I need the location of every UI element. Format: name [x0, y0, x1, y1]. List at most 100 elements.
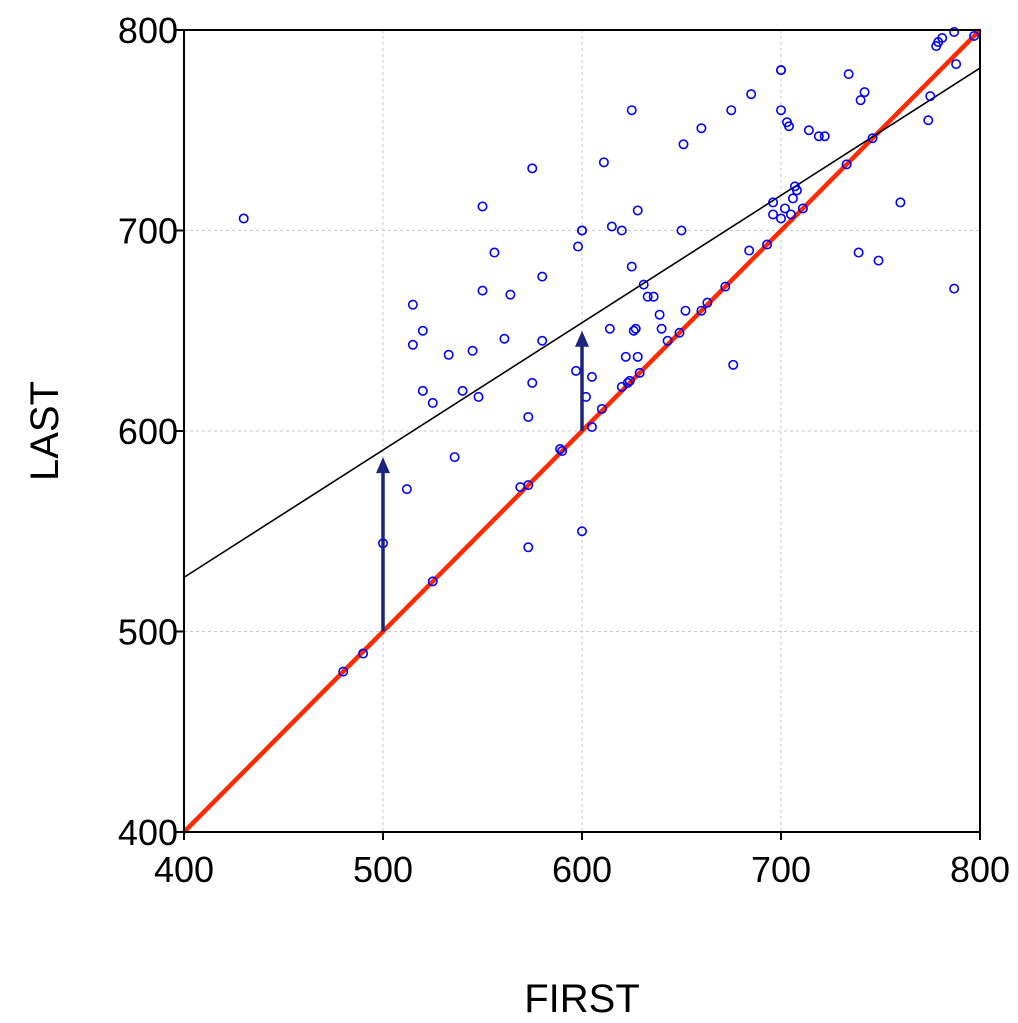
- y-tick-label: 600: [118, 411, 178, 452]
- data-point: [678, 139, 689, 150]
- data-point: [634, 367, 645, 378]
- y-axis-title: LAST: [23, 381, 67, 481]
- data-point: [843, 69, 854, 80]
- data-point: [477, 201, 488, 212]
- data-point: [401, 484, 412, 495]
- data-point: [527, 377, 538, 388]
- data-point: [557, 446, 568, 457]
- data-point: [873, 255, 884, 266]
- data-point: [654, 309, 665, 320]
- data-point: [626, 105, 637, 116]
- data-point: [775, 65, 786, 76]
- data-point: [620, 351, 631, 362]
- data-point: [787, 193, 798, 204]
- data-point: [407, 299, 418, 310]
- data-point: [680, 305, 691, 316]
- data-point: [638, 279, 649, 290]
- data-point: [728, 359, 739, 370]
- data-point: [656, 323, 667, 334]
- data-point: [596, 403, 607, 414]
- data-point: [783, 121, 794, 132]
- y-tick-label: 500: [118, 612, 178, 653]
- data-point: [616, 225, 627, 236]
- data-point: [775, 213, 786, 224]
- data-point: [925, 91, 936, 102]
- data-point: [527, 163, 538, 174]
- data-point: [855, 95, 866, 106]
- axis-ticks: 400 500 600 700 800 400 500 600 700 800: [118, 10, 1010, 890]
- data-point: [674, 327, 685, 338]
- data-point: [648, 291, 659, 302]
- data-point: [949, 283, 960, 294]
- data-point: [489, 247, 500, 258]
- data-point: [696, 123, 707, 134]
- x-tick-label: 600: [552, 849, 612, 890]
- data-point: [775, 105, 786, 116]
- arrow: [575, 330, 589, 431]
- data-point: [598, 157, 609, 168]
- y-tick-label: 400: [118, 812, 178, 853]
- data-point: [604, 323, 615, 334]
- x-tick-label: 800: [950, 849, 1010, 890]
- data-point: [853, 247, 864, 258]
- data-point: [949, 27, 960, 38]
- data-point: [576, 526, 587, 537]
- data-point: [630, 323, 641, 334]
- arrow: [376, 457, 390, 632]
- data-point: [867, 133, 878, 144]
- data-point: [443, 349, 454, 360]
- data-point: [523, 411, 534, 422]
- data-point: [937, 33, 948, 44]
- data-point: [523, 542, 534, 553]
- data-point: [606, 221, 617, 232]
- data-point: [859, 87, 870, 98]
- x-tick-label: 500: [353, 849, 413, 890]
- data-point: [626, 261, 637, 272]
- data-point: [238, 213, 249, 224]
- data-point: [573, 241, 584, 252]
- data-point: [622, 377, 633, 388]
- arrows: [376, 330, 589, 632]
- data-point: [586, 421, 597, 432]
- data-point: [797, 203, 808, 214]
- data-point: [628, 325, 639, 336]
- data-point: [427, 576, 438, 587]
- data-point: [726, 105, 737, 116]
- data-point: [467, 345, 478, 356]
- data-point: [555, 444, 566, 455]
- y-tick-label: 800: [118, 10, 178, 51]
- data-point: [427, 397, 438, 408]
- arrow-head: [376, 457, 390, 474]
- data-point: [768, 197, 779, 208]
- data-point: [449, 452, 460, 463]
- data-point: [768, 209, 779, 220]
- data-point: [841, 159, 852, 170]
- data-point: [338, 666, 349, 677]
- data-point: [571, 365, 582, 376]
- data-point: [642, 291, 653, 302]
- x-tick-label: 700: [751, 849, 811, 890]
- data-point: [819, 131, 830, 142]
- x-tick-label: 400: [154, 849, 214, 890]
- data-point: [720, 281, 731, 292]
- data-point: [803, 125, 814, 136]
- data-point: [417, 325, 428, 336]
- data-point: [358, 648, 369, 659]
- data-point: [813, 131, 824, 142]
- y-tick-label: 700: [118, 211, 178, 252]
- data-point: [499, 333, 510, 344]
- data-point: [951, 59, 962, 70]
- data-point: [696, 305, 707, 316]
- data-point: [969, 31, 980, 42]
- data-point: [407, 339, 418, 350]
- data-point: [473, 391, 484, 402]
- data-point: [537, 271, 548, 282]
- data-point: [744, 245, 755, 256]
- data-point: [676, 225, 687, 236]
- data-point: [586, 371, 597, 382]
- data-point: [785, 209, 796, 220]
- data-point: [624, 375, 635, 386]
- data-point: [762, 239, 773, 250]
- data-point: [791, 185, 802, 196]
